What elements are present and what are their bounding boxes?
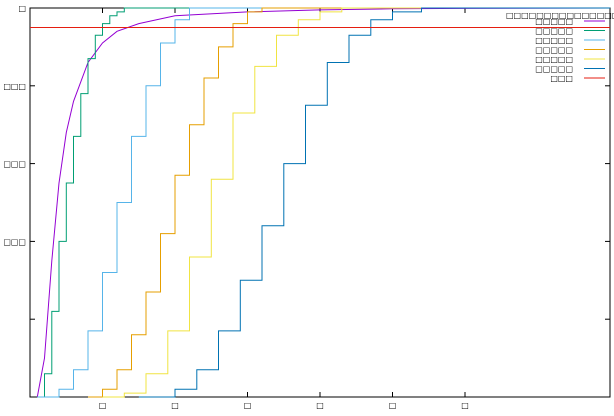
- x-tick-label-1: □: [171, 401, 179, 410]
- axis-ticks: □ □ □ □ □ □□□□□□□□□□□: [3, 4, 610, 410]
- legend-label-4: □□□□□: [535, 55, 573, 64]
- x-tick-label-5: □: [461, 401, 469, 410]
- series-line-0: [36, 7, 611, 398]
- series-line-4: [102, 7, 610, 398]
- series-line-2: [37, 7, 610, 398]
- series-group: [30, 7, 611, 398]
- series-line-3: [88, 7, 610, 398]
- y-tick-label-1: □□□: [3, 237, 26, 246]
- x-tick-label-3: □: [316, 401, 324, 410]
- series-line-5: [138, 7, 610, 398]
- legend-label-5: □□□□□: [535, 65, 573, 74]
- y-tick-label-3: □□□: [3, 82, 26, 91]
- x-tick-label-0: □: [99, 401, 107, 410]
- legend-label-1: □□□□□: [535, 27, 573, 36]
- legend-label-3: □□□□□: [535, 46, 573, 55]
- y-tick-label-2: □□□: [3, 160, 26, 169]
- x-tick-label-4: □: [389, 401, 397, 410]
- legend-label-6: □□□: [550, 74, 573, 83]
- legend-label-2: □□□□□: [535, 36, 573, 45]
- x-tick-label-2: □: [244, 401, 252, 410]
- series-line-1: [37, 7, 610, 398]
- y-tick-label-4: □: [18, 4, 26, 13]
- legend-label-0: □□□□□: [535, 17, 573, 26]
- legend: □□□□□□□□□□□□□□□□□□□□□□□□□□□□□□□□□□□□□□□□…: [506, 11, 614, 83]
- legend-title: □□□□□□□□□□□□□□□: [506, 11, 614, 20]
